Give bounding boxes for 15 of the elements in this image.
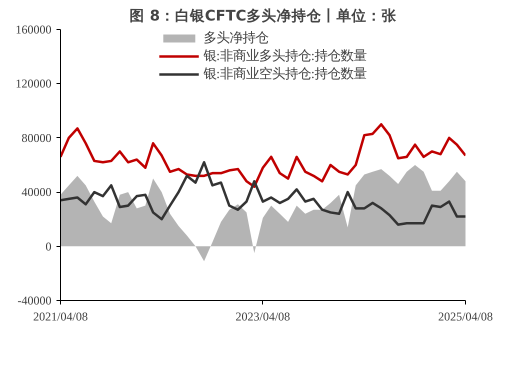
chart-title: 图 8：白银CFTC多头净持仓丨单位：张 <box>130 8 398 24</box>
y-tick-label: 80000 <box>22 130 52 145</box>
legend-label: 多头净持仓 <box>203 29 268 47</box>
y-tick-label: 120000 <box>16 76 52 91</box>
x-tick-label: 2021/04/08 <box>33 310 88 324</box>
y-tick-label: 160000 <box>16 22 52 36</box>
x-tick-label: 2023/04/08 <box>236 310 290 324</box>
line-series <box>60 123 466 188</box>
y-tick-label: -40000 <box>18 294 52 308</box>
y-tick-label: 0 <box>46 239 52 254</box>
legend-label: 银:非商业多头持仓:持仓数量 <box>203 47 367 65</box>
legend-label: 银:非商业空头持仓:持仓数量 <box>203 65 367 83</box>
x-tick-label: 2025/04/08 <box>438 310 493 324</box>
y-tick-label: 40000 <box>22 185 52 200</box>
line-series <box>60 161 466 226</box>
